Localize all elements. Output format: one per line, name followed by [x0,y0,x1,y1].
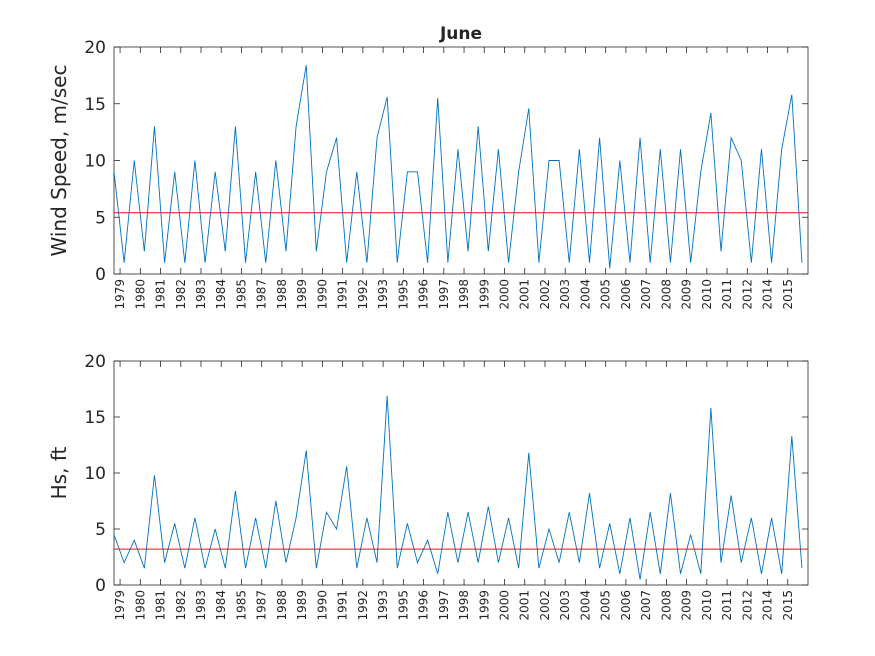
x-tick-label: 1993 [376,279,390,310]
x-tick-label: 2004 [578,590,592,621]
y-tick-label: 5 [95,520,106,540]
x-tick-label: 2009 [680,590,694,621]
x-tick-label: 2009 [680,279,694,310]
x-tick-label: 2002 [538,279,552,310]
y-tick-label: 20 [84,352,106,372]
data-line [113,65,803,269]
x-tick-label: 1979 [113,590,127,621]
x-tick-label: 1982 [174,590,188,621]
x-tick-label: 1983 [194,590,208,621]
data-line [113,395,803,580]
x-tick-label: 2012 [740,279,754,310]
x-tick-label: 1989 [295,590,309,621]
x-tick-label: 1989 [295,279,309,310]
x-tick-label: 1987 [255,590,269,621]
x-tick-label: 1985 [234,279,248,310]
x-tick-label: 1992 [356,590,370,621]
x-tick-label: 1999 [477,279,491,310]
x-tick-label: 2010 [700,279,714,310]
x-tick-label: 2000 [498,279,512,310]
x-tick-label: 1998 [457,590,471,621]
x-tick-label: 1980 [133,590,147,621]
chart-title: June [439,24,482,44]
y-tick-label: 5 [95,208,106,228]
y-tick-label: 0 [95,576,106,596]
x-tick-label: 2006 [619,590,633,621]
x-tick-label: 2003 [558,590,572,621]
x-tick-label: 1982 [174,279,188,310]
x-tick-label: 2012 [740,590,754,621]
x-tick-label: 2001 [518,590,532,621]
x-tick-label: 2008 [659,279,673,310]
y-axis-label: Hs, ft [47,446,71,499]
x-tick-label: 2014 [761,279,775,310]
x-tick-label: 1992 [356,279,370,310]
x-tick-label: 2008 [659,590,673,621]
x-tick-label: 2004 [578,279,592,310]
x-tick-label: 1993 [376,590,390,621]
x-tick-label: 1988 [275,590,289,621]
x-tick-label: 1991 [336,279,350,310]
x-tick-label: 1988 [275,279,289,310]
x-tick-label: 1997 [437,279,451,310]
x-tick-label: 2000 [498,590,512,621]
x-tick-label: 1997 [437,590,451,621]
axes-box [113,46,809,275]
x-tick-label: 2003 [558,279,572,310]
y-axis-label: Wind Speed, m/sec [47,65,71,257]
x-tick-label: 1995 [396,279,410,310]
x-tick-label: 1990 [315,590,329,621]
y-tick-label: 15 [84,95,106,115]
y-tick-label: 20 [84,38,106,58]
x-tick-label: 2002 [538,590,552,621]
x-tick-label: 2011 [720,279,734,310]
x-tick-label: 2014 [761,590,775,621]
x-tick-label: 1987 [255,279,269,310]
y-tick-label: 15 [84,408,106,428]
x-tick-label: 2006 [619,279,633,310]
x-tick-label: 2007 [639,279,653,310]
x-tick-label: 1996 [417,279,431,310]
x-tick-label: 1991 [336,590,350,621]
x-tick-label: 1983 [194,279,208,310]
x-tick-label: 2015 [781,279,795,310]
x-tick-label: 1984 [214,279,228,310]
axes-box [113,360,809,586]
x-tick-label: 2001 [518,279,532,310]
x-tick-label: 1998 [457,279,471,310]
x-tick-label: 1990 [315,279,329,310]
x-tick-label: 2011 [720,590,734,621]
x-tick-label: 2005 [599,590,613,621]
y-tick-label: 0 [95,265,106,285]
x-tick-label: 1995 [396,590,410,621]
x-tick-label: 2010 [700,590,714,621]
x-tick-label: 1996 [417,590,431,621]
y-tick-label: 10 [84,152,106,172]
y-tick-label: 10 [84,464,106,484]
x-tick-label: 1984 [214,590,228,621]
x-tick-label: 1979 [113,279,127,310]
x-tick-label: 1981 [154,590,168,621]
x-tick-label: 2007 [639,590,653,621]
x-tick-label: 1980 [133,279,147,310]
x-tick-label: 1985 [234,590,248,621]
x-tick-label: 1999 [477,590,491,621]
x-tick-label: 2015 [781,590,795,621]
x-tick-label: 1981 [154,279,168,310]
x-tick-label: 2005 [599,279,613,310]
